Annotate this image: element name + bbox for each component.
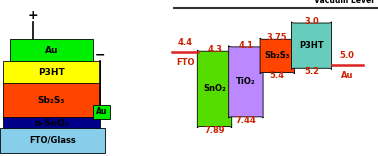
Text: 5.2: 5.2 — [304, 67, 319, 76]
Text: 7.44: 7.44 — [235, 116, 256, 125]
Text: P3HT: P3HT — [38, 68, 65, 77]
Text: 5.4: 5.4 — [270, 71, 285, 80]
FancyBboxPatch shape — [260, 38, 294, 74]
Text: Sb₂S₃: Sb₂S₃ — [265, 51, 290, 60]
Text: FTO: FTO — [176, 58, 194, 67]
Text: 3.75: 3.75 — [267, 33, 288, 42]
Text: 4.4: 4.4 — [178, 38, 193, 47]
Bar — [93, 105, 110, 119]
FancyBboxPatch shape — [229, 46, 263, 118]
Bar — [3, 83, 100, 119]
Text: +: + — [28, 9, 39, 22]
Text: FTO/Glass: FTO/Glass — [29, 136, 76, 145]
Text: Au: Au — [45, 46, 58, 55]
FancyBboxPatch shape — [197, 50, 232, 128]
Text: TiO₂: TiO₂ — [236, 77, 256, 86]
Text: 4.3: 4.3 — [207, 45, 222, 54]
FancyBboxPatch shape — [291, 22, 332, 69]
Bar — [3, 61, 100, 84]
Bar — [0, 128, 105, 153]
Text: 5.0: 5.0 — [340, 51, 355, 60]
Text: 3.0: 3.0 — [304, 17, 319, 26]
Bar — [10, 39, 93, 62]
Text: n-SnO₂: n-SnO₂ — [34, 119, 69, 128]
Text: 4.1: 4.1 — [239, 41, 253, 49]
Bar — [3, 117, 100, 129]
Text: Au: Au — [341, 71, 353, 80]
Text: Vacuum Level: Vacuum Level — [314, 0, 374, 5]
Text: −: − — [94, 48, 105, 61]
Text: P3HT: P3HT — [299, 41, 324, 50]
Text: Sb₂S₃: Sb₂S₃ — [38, 96, 65, 105]
Text: SnO₂: SnO₂ — [203, 84, 226, 93]
Text: Au: Au — [96, 107, 107, 116]
Text: 7.89: 7.89 — [204, 126, 225, 134]
